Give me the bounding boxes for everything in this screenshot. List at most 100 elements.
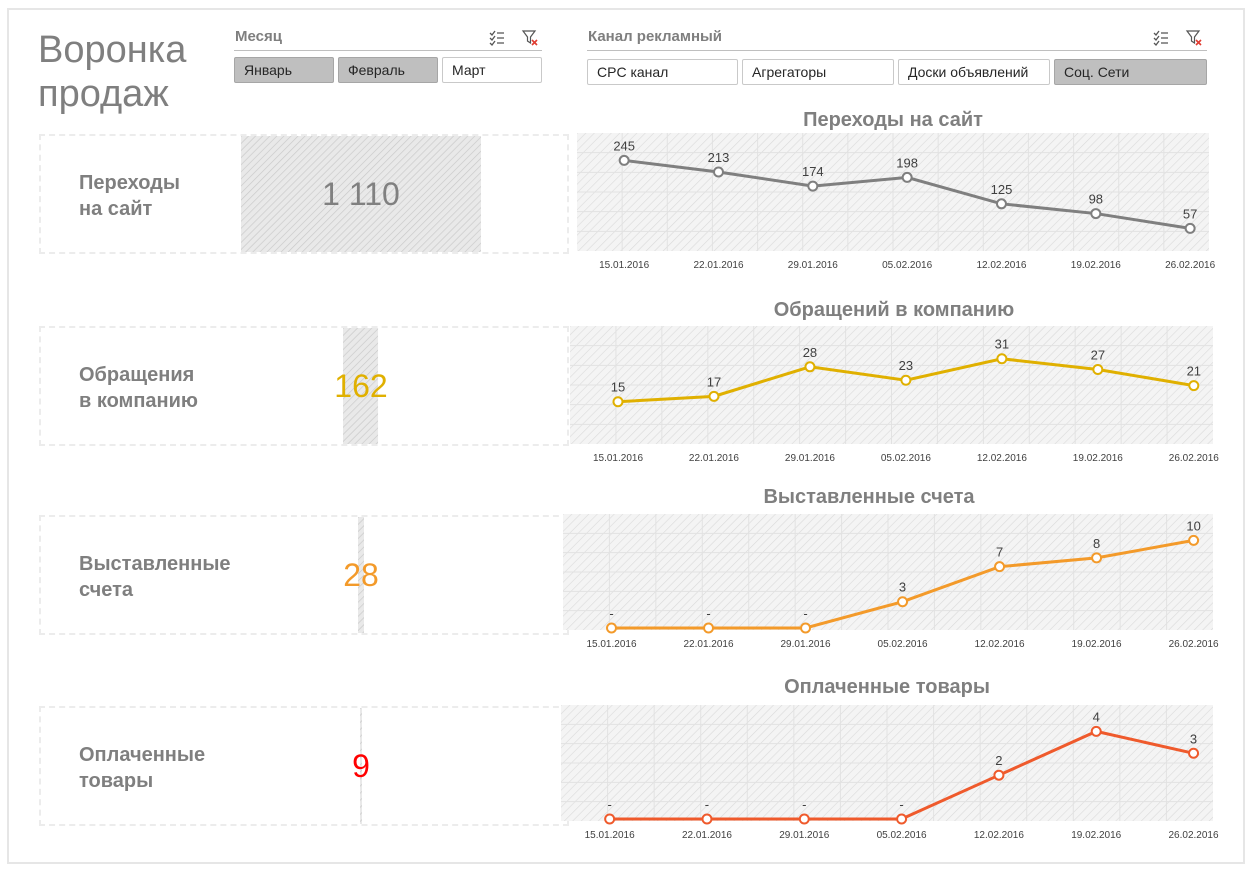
channel-slicer-header: Канал рекламный [587, 26, 1207, 51]
data-label: 7 [996, 545, 1003, 560]
kpi-panel-invoices: Выставленные счета 28 [39, 515, 569, 635]
kpi-value: 162 [334, 368, 388, 404]
x-tick-label: 22.01.2016 [693, 260, 743, 271]
channel-cpc-button[interactable]: CPC канал [587, 59, 738, 85]
kpi-funnel-bar [241, 136, 481, 252]
kpi-funnel-bar [360, 708, 362, 824]
data-point [901, 171, 913, 183]
chart-visits: 245 15.01.2016 213 22.01.2016 174 29.01.2016 1… [577, 133, 1216, 271]
x-tick-label: 19.02.2016 [1072, 639, 1122, 650]
data-point [1090, 208, 1102, 220]
multiselect-icon[interactable] [1152, 29, 1170, 47]
x-tick-label: 12.02.2016 [974, 830, 1024, 841]
chart-paid: - 15.01.2016 - 22.01.2016 - 29.01.2016 - 05.02.… [561, 705, 1219, 841]
data-point [804, 361, 816, 373]
data-label: 8 [1093, 536, 1100, 551]
data-label: 57 [1183, 206, 1197, 221]
data-label: 10 [1186, 518, 1200, 533]
gridlines [577, 133, 1209, 251]
data-point [1092, 363, 1104, 375]
data-point [1184, 222, 1196, 234]
x-tick-label: 26.02.2016 [1169, 830, 1219, 841]
x-tick-label: 22.01.2016 [689, 453, 739, 464]
kpi-label-line-1: Выставленные [79, 553, 231, 575]
channel-social-button[interactable]: Соц. Сети [1054, 59, 1207, 85]
chart-invoices: - 15.01.2016 - 22.01.2016 - 29.01.2016 3 05.02.… [563, 514, 1219, 650]
x-tick-label: 05.02.2016 [877, 830, 927, 841]
month-january-button[interactable]: Январь [234, 57, 334, 83]
x-tick-label: 19.02.2016 [1071, 260, 1121, 271]
clear-filter-icon[interactable] [521, 29, 539, 47]
title-line-2: продаж [38, 73, 169, 115]
kpi-value: 9 [352, 748, 370, 784]
kpi-label-line-1: Обращения [79, 364, 195, 386]
kpi-funnel-bar [358, 517, 364, 633]
data-label: - [802, 797, 806, 812]
x-tick-label: 05.02.2016 [881, 453, 931, 464]
kpi-bar-fill [343, 328, 379, 444]
kpi-label: Переходы на сайт [79, 170, 180, 222]
month-slicer-label: Месяц [235, 28, 282, 45]
kpi-panel-visits: Переходы на сайт 1 110 [39, 134, 569, 254]
kpi-label-line-1: Оплаченные [79, 744, 206, 766]
x-tick-label: 12.02.2016 [976, 260, 1026, 271]
kpi-label-line-2: счета [79, 579, 133, 601]
kpi-label: Выставленные счета [79, 551, 231, 603]
kpi-bar-fill [358, 517, 364, 633]
data-point [703, 622, 715, 634]
data-point [701, 813, 713, 825]
channel-aggregators-button[interactable]: Агрегаторы [742, 59, 894, 85]
x-tick-label: 12.02.2016 [977, 453, 1027, 464]
clear-filter-icon[interactable] [1185, 29, 1203, 47]
data-point [604, 813, 616, 825]
kpi-value: 28 [343, 557, 379, 593]
multiselect-icon[interactable] [488, 29, 506, 47]
kpi-value: 1 110 [322, 176, 400, 212]
data-point [807, 180, 819, 192]
data-point [1188, 747, 1200, 759]
x-tick-label: 22.01.2016 [683, 639, 733, 650]
kpi-label: Обращения в компанию [79, 362, 198, 414]
data-point [612, 396, 624, 408]
channel-classifieds-button[interactable]: Доски объявлений [898, 59, 1050, 85]
chart-title-requests: Обращений в компанию [773, 299, 1015, 321]
data-label: 3 [899, 580, 906, 595]
data-point [800, 622, 812, 634]
kpi-label-line-2: в компанию [79, 390, 199, 412]
x-tick-label: 26.02.2016 [1165, 260, 1215, 271]
data-point [1090, 725, 1102, 737]
data-label: 31 [995, 337, 1009, 352]
channel-slicer-label: Канал рекламный [588, 28, 723, 45]
data-label: - [803, 606, 807, 621]
data-label: 4 [1093, 709, 1100, 724]
x-tick-label: 29.01.2016 [788, 260, 838, 271]
x-tick-label: 26.02.2016 [1169, 639, 1219, 650]
data-label: 3 [1190, 731, 1197, 746]
month-february-button[interactable]: Февраль [338, 57, 438, 83]
kpi-bar-fill [241, 136, 481, 252]
dashboard-frame [7, 8, 1245, 864]
data-point [798, 813, 810, 825]
kpi-funnel-bar [343, 328, 379, 444]
data-point [1188, 534, 1200, 546]
x-tick-label: 05.02.2016 [878, 639, 928, 650]
dashboard-title: Воронка продаж [38, 28, 186, 116]
x-tick-label: 12.02.2016 [975, 639, 1025, 650]
channel-slicer: Канал рекламный CPC канал Агрегаторы Дос… [587, 26, 1207, 86]
kpi-bar-fill [360, 708, 362, 824]
x-tick-label: 19.02.2016 [1073, 453, 1123, 464]
data-point [896, 813, 908, 825]
data-label: 213 [708, 150, 730, 165]
data-point [995, 198, 1007, 210]
data-label: - [609, 606, 613, 621]
x-tick-label: 29.01.2016 [779, 830, 829, 841]
x-tick-label: 15.01.2016 [593, 453, 643, 464]
data-point [897, 596, 909, 608]
month-march-button[interactable]: Март [442, 57, 542, 83]
data-label: 27 [1091, 347, 1105, 362]
kpi-label-line-1: Переходы [79, 172, 180, 194]
data-point [618, 154, 630, 166]
data-label: - [706, 606, 710, 621]
chart-title-visits: Переходы на сайт [803, 109, 983, 131]
data-point [708, 390, 720, 402]
